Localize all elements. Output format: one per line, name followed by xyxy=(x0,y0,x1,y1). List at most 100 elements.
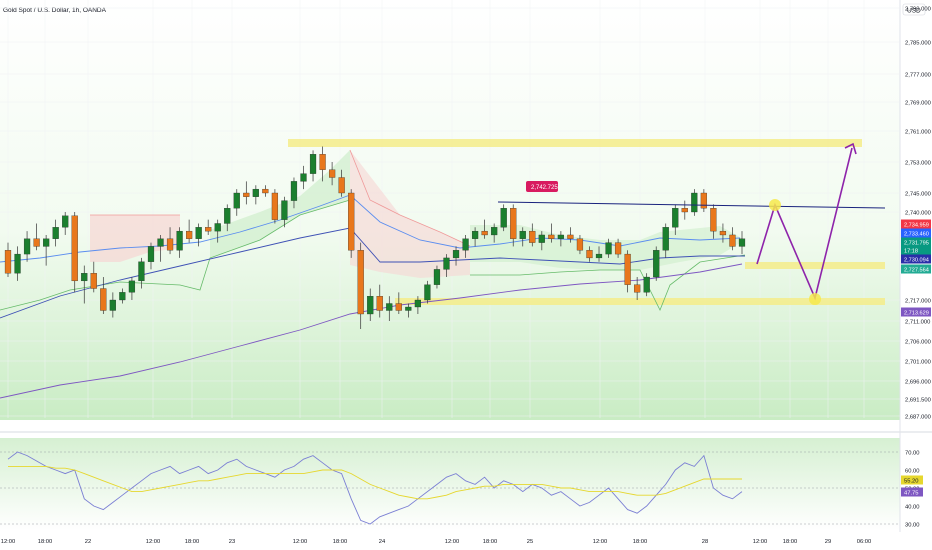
candle-body xyxy=(138,261,145,282)
candle-body xyxy=(119,292,126,301)
candle-body xyxy=(300,173,307,182)
candle-body xyxy=(100,288,107,311)
price-tag-box xyxy=(901,307,931,317)
candle-body xyxy=(634,284,641,293)
candle-body xyxy=(567,234,574,239)
candle-body xyxy=(519,230,526,239)
currency-button-box xyxy=(902,3,926,16)
candle-body xyxy=(414,299,422,308)
price-tag-box xyxy=(901,264,931,274)
ma-line-mid xyxy=(0,227,745,319)
highlight-zones xyxy=(288,139,885,305)
candle-body xyxy=(433,269,441,285)
candle-body xyxy=(195,227,202,239)
price-tick-label: 2,769.000 xyxy=(905,101,931,107)
resistance-trendline xyxy=(497,201,886,209)
bearish-cloud xyxy=(350,150,470,278)
time-axis[interactable]: 12:00 18:00 22 12:00 18:00 23 12:00 18:00 24 12:0… xyxy=(1,539,872,545)
currency-button[interactable]: USD xyxy=(907,8,921,15)
candle-body xyxy=(14,253,21,274)
time-tick-label: 22 xyxy=(85,539,91,545)
rsi-level-label: 30.00 xyxy=(905,523,920,529)
candle-body xyxy=(529,230,536,243)
price-tag-box xyxy=(901,245,931,255)
candle-body xyxy=(557,234,564,239)
resistance-zone xyxy=(288,139,862,147)
candle-body xyxy=(624,253,631,285)
time-tick-label: 25 xyxy=(527,539,533,545)
time-tick-label: 12:00 xyxy=(753,539,768,545)
candle-body xyxy=(319,154,326,170)
time-tick-label: 18:00 xyxy=(333,539,348,545)
price-callout-box xyxy=(526,181,558,192)
bearish-cloud xyxy=(90,215,180,262)
candle-body xyxy=(481,230,488,236)
price-tick-label: 2,687.000 xyxy=(905,415,931,421)
candle-body xyxy=(62,215,69,228)
rsi-tag-label: 47.75 xyxy=(904,490,919,496)
price-axis[interactable]: 2,790.000 2,785.000 2,777.000 2,769.000 2,76… xyxy=(905,7,931,421)
target-marker xyxy=(769,199,781,211)
candle-body xyxy=(281,200,288,220)
candle-body xyxy=(662,227,669,251)
candle-body xyxy=(614,242,622,255)
candle-body xyxy=(71,215,78,282)
candle-body xyxy=(452,250,460,259)
chart-drawings[interactable]: 2,742.725 xyxy=(497,142,886,305)
rsi-tag-box xyxy=(901,487,923,497)
candle-body xyxy=(166,238,174,251)
time-tick-label: 28 xyxy=(702,539,708,545)
candle-body xyxy=(510,208,517,239)
candle-body xyxy=(443,257,450,270)
candle-body xyxy=(224,208,231,224)
candle-body xyxy=(147,246,155,262)
ma-line-fast xyxy=(0,194,741,263)
price-tag-label: 2,727.564 xyxy=(904,267,929,273)
candle-body xyxy=(653,250,660,278)
candle-body xyxy=(348,192,355,251)
candle-body xyxy=(681,208,688,213)
projected-path xyxy=(756,147,853,301)
price-tick-label: 2,753.000 xyxy=(905,161,931,167)
price-tags: 2,734.959 2,733.460 2,731.795 17:18 2,730.09… xyxy=(901,219,931,317)
time-tick-label: 12:00 xyxy=(593,539,608,545)
candle-body xyxy=(309,154,317,174)
price-tag-box xyxy=(901,219,931,229)
price-tag-label: 2,731.795 xyxy=(904,240,929,246)
candle-body xyxy=(157,238,164,247)
candle-body xyxy=(395,303,402,311)
candle-body xyxy=(81,273,88,282)
candle-body xyxy=(500,208,507,228)
candle-body xyxy=(672,208,679,228)
candle-body xyxy=(205,227,212,232)
candle-body xyxy=(700,192,707,209)
price-tick-label: 2,691.500 xyxy=(905,398,931,404)
time-tick-label: 18:00 xyxy=(185,539,200,545)
rsi-line xyxy=(7,451,743,525)
candle-body xyxy=(586,250,593,259)
price-tick-label: 2,711.000 xyxy=(905,320,930,326)
candle-body xyxy=(576,238,584,251)
candle-body xyxy=(33,238,40,247)
price-tick-label: 2,717.000 xyxy=(905,299,931,305)
rsi-pane-background xyxy=(0,438,900,530)
cloud-edge-line xyxy=(349,149,471,247)
time-tick-label: 12:00 xyxy=(1,539,16,545)
candlestick-series xyxy=(4,146,746,329)
candle-body xyxy=(271,192,279,220)
time-tick-label: 24 xyxy=(379,539,386,545)
candle-body xyxy=(405,306,412,311)
candle-body xyxy=(128,280,136,293)
candle-body xyxy=(738,238,746,247)
candle-body xyxy=(233,192,240,209)
candle-body xyxy=(262,188,269,194)
candle-body xyxy=(290,181,298,201)
candle-body xyxy=(176,230,183,251)
candle-body xyxy=(43,238,50,247)
rsi-ma-line xyxy=(8,465,742,500)
chart-title: Gold Spot / U.S. Dollar, 1h, OANDA xyxy=(3,7,107,14)
price-tag-box xyxy=(901,254,931,264)
time-tick-label: 18:00 xyxy=(783,539,798,545)
